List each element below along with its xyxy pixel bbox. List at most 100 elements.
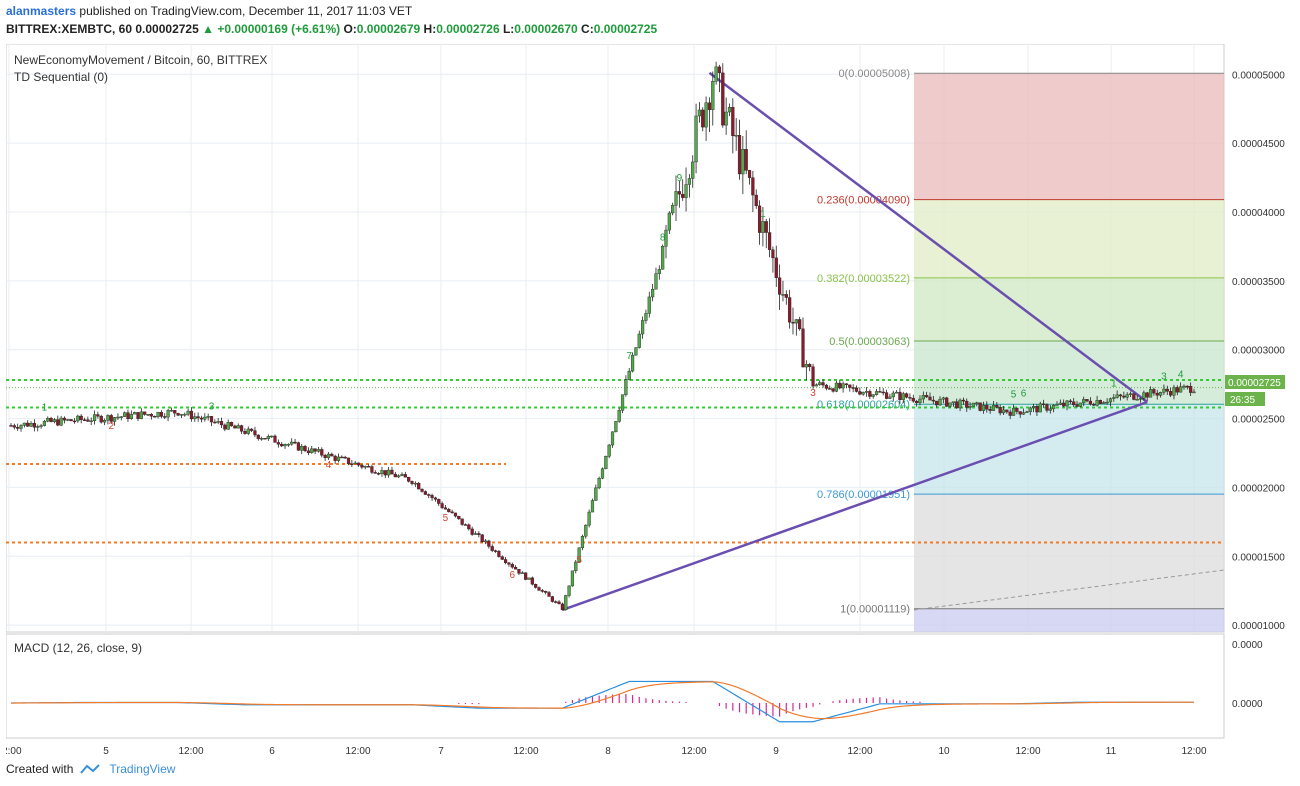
candle bbox=[878, 391, 882, 393]
candle bbox=[1005, 409, 1009, 413]
y-tick-label: 0.00003000 bbox=[1232, 346, 1285, 357]
candle bbox=[821, 382, 825, 386]
candle bbox=[32, 423, 36, 428]
candle bbox=[610, 431, 615, 446]
candle bbox=[340, 456, 344, 459]
candle bbox=[514, 566, 518, 570]
fib-extension-line bbox=[913, 569, 1225, 611]
candle bbox=[848, 384, 852, 388]
candle bbox=[814, 384, 818, 387]
candle bbox=[136, 412, 140, 419]
candle bbox=[176, 412, 180, 416]
candle bbox=[928, 396, 932, 401]
candle bbox=[1085, 399, 1089, 402]
candle bbox=[56, 419, 60, 426]
countdown-badge: 26:35 bbox=[1225, 392, 1265, 406]
candle bbox=[370, 466, 374, 473]
tradingview-logo-icon bbox=[80, 764, 101, 774]
candle bbox=[343, 456, 347, 459]
candle bbox=[1008, 411, 1012, 416]
candle bbox=[467, 524, 471, 530]
td-count-label: 1 bbox=[42, 403, 48, 414]
candle bbox=[373, 472, 377, 474]
candle bbox=[1078, 402, 1082, 407]
candle bbox=[276, 442, 280, 445]
fib-level-label: 0.786(0.00001951) bbox=[817, 489, 910, 501]
candle bbox=[767, 232, 772, 250]
x-tick-label: 6 bbox=[269, 746, 275, 757]
candle bbox=[620, 394, 625, 411]
trendline-lower bbox=[561, 400, 1148, 612]
candle bbox=[560, 603, 564, 611]
candle bbox=[1082, 399, 1086, 404]
candle bbox=[634, 347, 638, 356]
candle bbox=[1172, 387, 1176, 396]
fib-zone bbox=[914, 199, 1224, 278]
candle bbox=[1135, 399, 1139, 401]
candle bbox=[540, 590, 544, 592]
candle bbox=[624, 379, 628, 395]
candle bbox=[49, 418, 53, 422]
candle bbox=[453, 512, 458, 517]
candle bbox=[801, 328, 805, 368]
trendline-upper bbox=[708, 71, 1148, 404]
candle bbox=[410, 481, 414, 484]
candle bbox=[129, 413, 133, 420]
candle bbox=[971, 402, 976, 407]
candle bbox=[223, 424, 227, 430]
candle bbox=[861, 392, 865, 395]
candle bbox=[1128, 393, 1133, 395]
author-link[interactable]: alanmasters bbox=[6, 4, 77, 18]
candle bbox=[89, 420, 93, 423]
candle bbox=[577, 547, 581, 563]
candle bbox=[126, 412, 130, 420]
candle bbox=[761, 221, 765, 233]
td-count-label: 4 bbox=[1178, 369, 1184, 380]
candle bbox=[550, 596, 554, 602]
candle bbox=[9, 425, 13, 427]
tradingview-link[interactable]: TradingView bbox=[109, 762, 176, 776]
candle bbox=[701, 109, 705, 128]
price-chart[interactable]: 0(0.00005008) 0.236(0.00004090) 0.382(0.00… bbox=[0, 43, 1294, 760]
candle bbox=[681, 193, 685, 198]
candle bbox=[1115, 394, 1119, 398]
candle bbox=[594, 487, 598, 501]
candle bbox=[791, 321, 795, 324]
candle bbox=[42, 421, 47, 426]
candle bbox=[166, 410, 170, 418]
candle bbox=[651, 289, 655, 298]
last-price: 0.00002725 bbox=[135, 22, 199, 36]
td-count-label: 9 bbox=[677, 173, 683, 184]
candle bbox=[617, 410, 621, 422]
candle bbox=[109, 415, 113, 422]
candle bbox=[771, 249, 775, 259]
candle bbox=[146, 414, 150, 416]
candle bbox=[784, 294, 788, 298]
svg-text:26:35: 26:35 bbox=[1230, 395, 1255, 406]
chart-panel[interactable]: 0(0.00005008) 0.236(0.00004090) 0.382(0.00… bbox=[0, 43, 1294, 760]
candle bbox=[1192, 391, 1196, 394]
candle bbox=[1162, 388, 1166, 393]
candle bbox=[554, 601, 558, 603]
candle bbox=[1015, 407, 1019, 412]
candle bbox=[677, 191, 681, 195]
candle bbox=[183, 413, 187, 416]
candle bbox=[403, 474, 407, 478]
candle bbox=[600, 468, 605, 479]
candle bbox=[781, 294, 785, 296]
candle bbox=[243, 431, 247, 434]
fib-zone bbox=[914, 341, 1224, 405]
candle bbox=[427, 494, 431, 496]
candle bbox=[530, 577, 534, 585]
td-count-label: 1 bbox=[760, 209, 766, 220]
macd-signal-line bbox=[10, 681, 1195, 720]
candle bbox=[1031, 406, 1036, 409]
published-text: published on TradingView.com, December 1… bbox=[79, 4, 413, 18]
candle bbox=[447, 509, 451, 513]
candle bbox=[206, 416, 210, 418]
candle bbox=[657, 269, 661, 274]
candle bbox=[356, 462, 361, 466]
candle bbox=[1189, 385, 1193, 393]
candle bbox=[266, 436, 270, 439]
candle bbox=[62, 417, 67, 421]
